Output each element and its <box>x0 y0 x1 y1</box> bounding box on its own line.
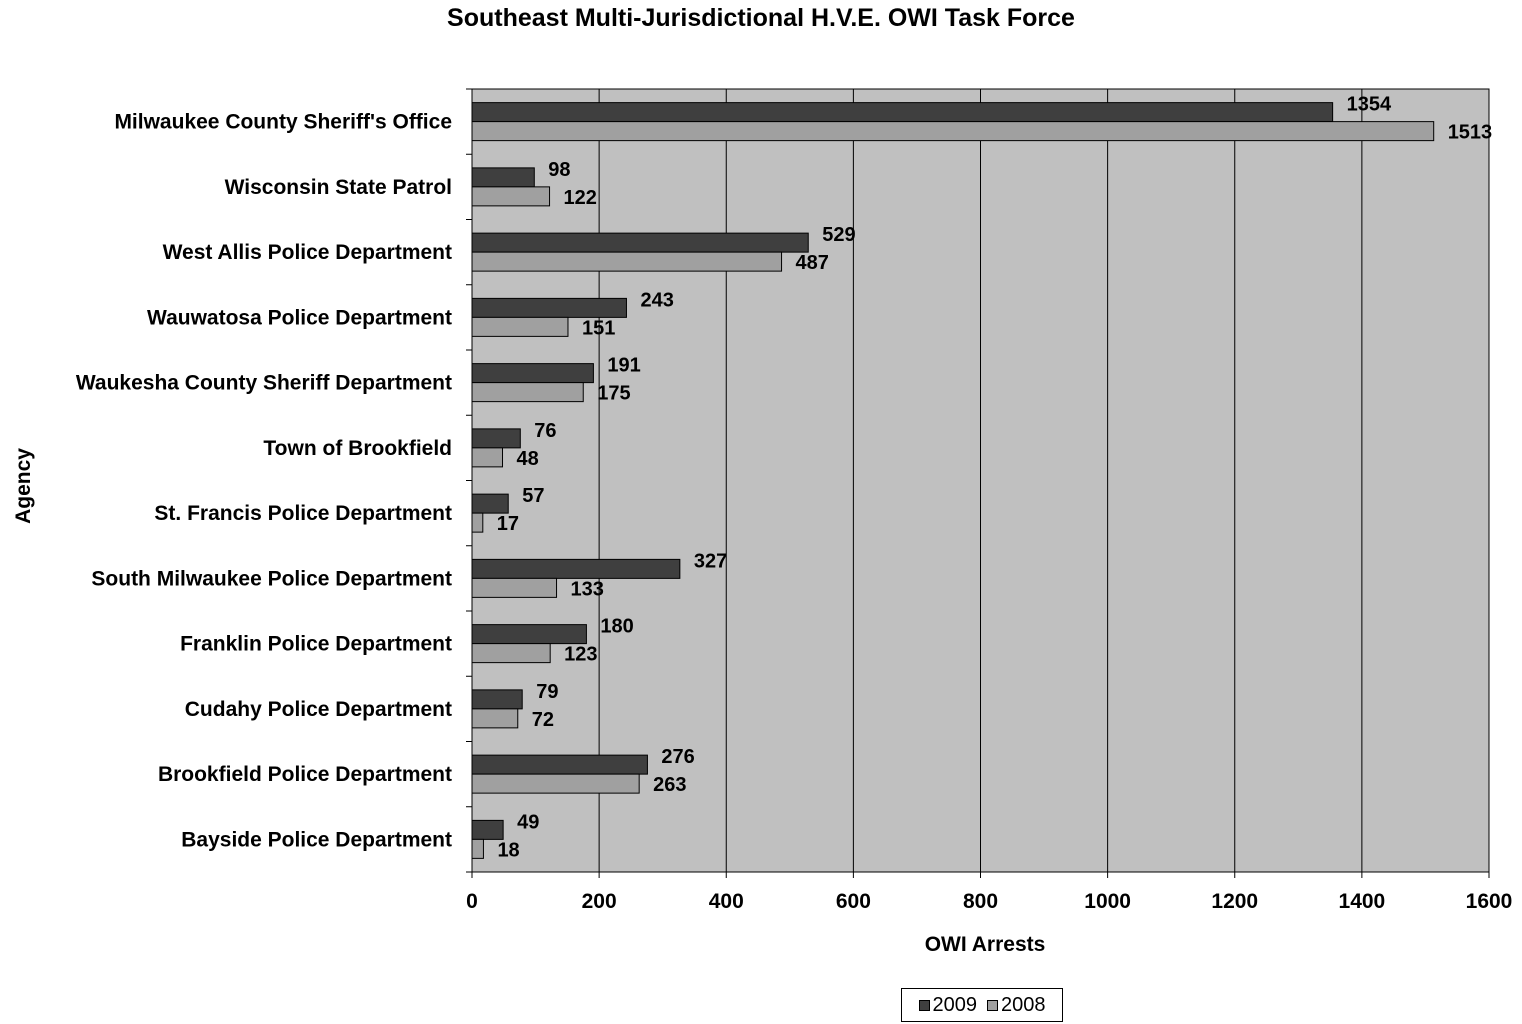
bar-2008 <box>471 838 484 859</box>
data-label-2009: 98 <box>548 159 570 181</box>
x-tick-label: 400 <box>709 890 744 913</box>
x-axis-title: OWI Arrests <box>925 933 1046 956</box>
x-tick-label: 800 <box>963 890 998 913</box>
category-label: Milwaukee County Sheriff's Office <box>114 111 452 134</box>
legend-item-2008: 2008 <box>987 994 1046 1017</box>
data-label-2008: 263 <box>653 774 686 796</box>
data-label-2009: 79 <box>536 681 558 703</box>
bar-2008 <box>471 577 558 598</box>
data-label-2009: 191 <box>607 355 640 377</box>
bar-2009 <box>471 624 587 645</box>
legend-swatch-2008 <box>987 999 998 1011</box>
data-label-2008: 17 <box>497 513 519 535</box>
x-tick-label: 1600 <box>1466 890 1513 913</box>
category-label: Wauwatosa Police Department <box>147 306 452 329</box>
legend-swatch-2009 <box>918 999 930 1011</box>
category-label: Cudahy Police Department <box>185 698 452 721</box>
data-label-2009: 49 <box>517 811 539 833</box>
category-label: St. Francis Police Department <box>154 502 452 525</box>
category-label: Bayside Police Department <box>181 828 452 851</box>
x-tick-label: 1400 <box>1339 890 1386 913</box>
data-label-2009: 327 <box>694 550 727 572</box>
bar-2009 <box>471 167 535 188</box>
bar-2008 <box>471 643 551 664</box>
data-label-2009: 180 <box>600 616 633 638</box>
data-label-2008: 487 <box>796 252 829 274</box>
data-label-2009: 57 <box>522 485 544 507</box>
bar-2008 <box>471 316 569 337</box>
data-label-2009: 243 <box>640 289 673 311</box>
data-label-2008: 48 <box>517 448 539 470</box>
data-label-2008: 123 <box>564 644 597 666</box>
bar-2008 <box>471 447 504 468</box>
bar-2009 <box>471 428 521 449</box>
x-tick-label: 0 <box>466 890 478 913</box>
x-tick-label: 600 <box>836 890 871 913</box>
bar-2009 <box>471 102 1334 123</box>
data-label-2008: 175 <box>597 383 630 405</box>
category-label: Wisconsin State Patrol <box>225 176 452 199</box>
bar-2008 <box>471 121 1435 142</box>
data-label-2008: 72 <box>532 709 554 731</box>
bar-2009 <box>471 558 681 579</box>
legend-label-2008: 2008 <box>1001 993 1046 1016</box>
y-axis-title: Agency <box>12 448 35 524</box>
bar-2009 <box>471 819 504 840</box>
data-label-2008: 151 <box>582 317 615 339</box>
data-label-2008: 133 <box>571 578 604 600</box>
category-label: Franklin Police Department <box>180 633 452 656</box>
bar-2008 <box>471 773 640 794</box>
legend-label-2009: 2009 <box>932 993 978 1016</box>
x-tick-label: 200 <box>582 890 617 913</box>
data-label-2008: 122 <box>564 187 597 209</box>
bar-2008 <box>471 708 519 729</box>
bar-2009 <box>471 363 594 384</box>
category-label: West Allis Police Department <box>163 241 452 264</box>
category-label: Town of Brookfield <box>263 437 452 460</box>
legend-item-2009: 2009 <box>918 993 978 1017</box>
bar-2009 <box>471 297 627 318</box>
category-label: Waukesha County Sheriff Department <box>76 372 452 395</box>
data-label-2008: 18 <box>497 839 519 861</box>
data-label-2009: 529 <box>822 224 855 246</box>
x-tick-label: 1000 <box>1084 890 1131 913</box>
bar-2009 <box>471 689 523 710</box>
bar-2008 <box>471 186 551 207</box>
legend: 2009 2008 <box>901 988 1063 1022</box>
bar-2009 <box>471 754 648 775</box>
data-label-2009: 76 <box>534 420 556 442</box>
chart-title: Southeast Multi-Jurisdictional H.V.E. OW… <box>447 4 1075 32</box>
x-tick-label: 1200 <box>1211 890 1258 913</box>
bar-2008 <box>471 512 484 533</box>
data-label-2008: 1513 <box>1448 122 1493 144</box>
bar-2009 <box>471 493 509 514</box>
bar-2008 <box>471 382 584 403</box>
category-label: Brookfield Police Department <box>158 763 452 786</box>
bar-2008 <box>471 251 783 272</box>
bar-2009 <box>471 232 809 253</box>
data-label-2009: 276 <box>661 746 694 768</box>
category-label: South Milwaukee Police Department <box>91 567 452 590</box>
data-label-2009: 1354 <box>1347 94 1392 116</box>
